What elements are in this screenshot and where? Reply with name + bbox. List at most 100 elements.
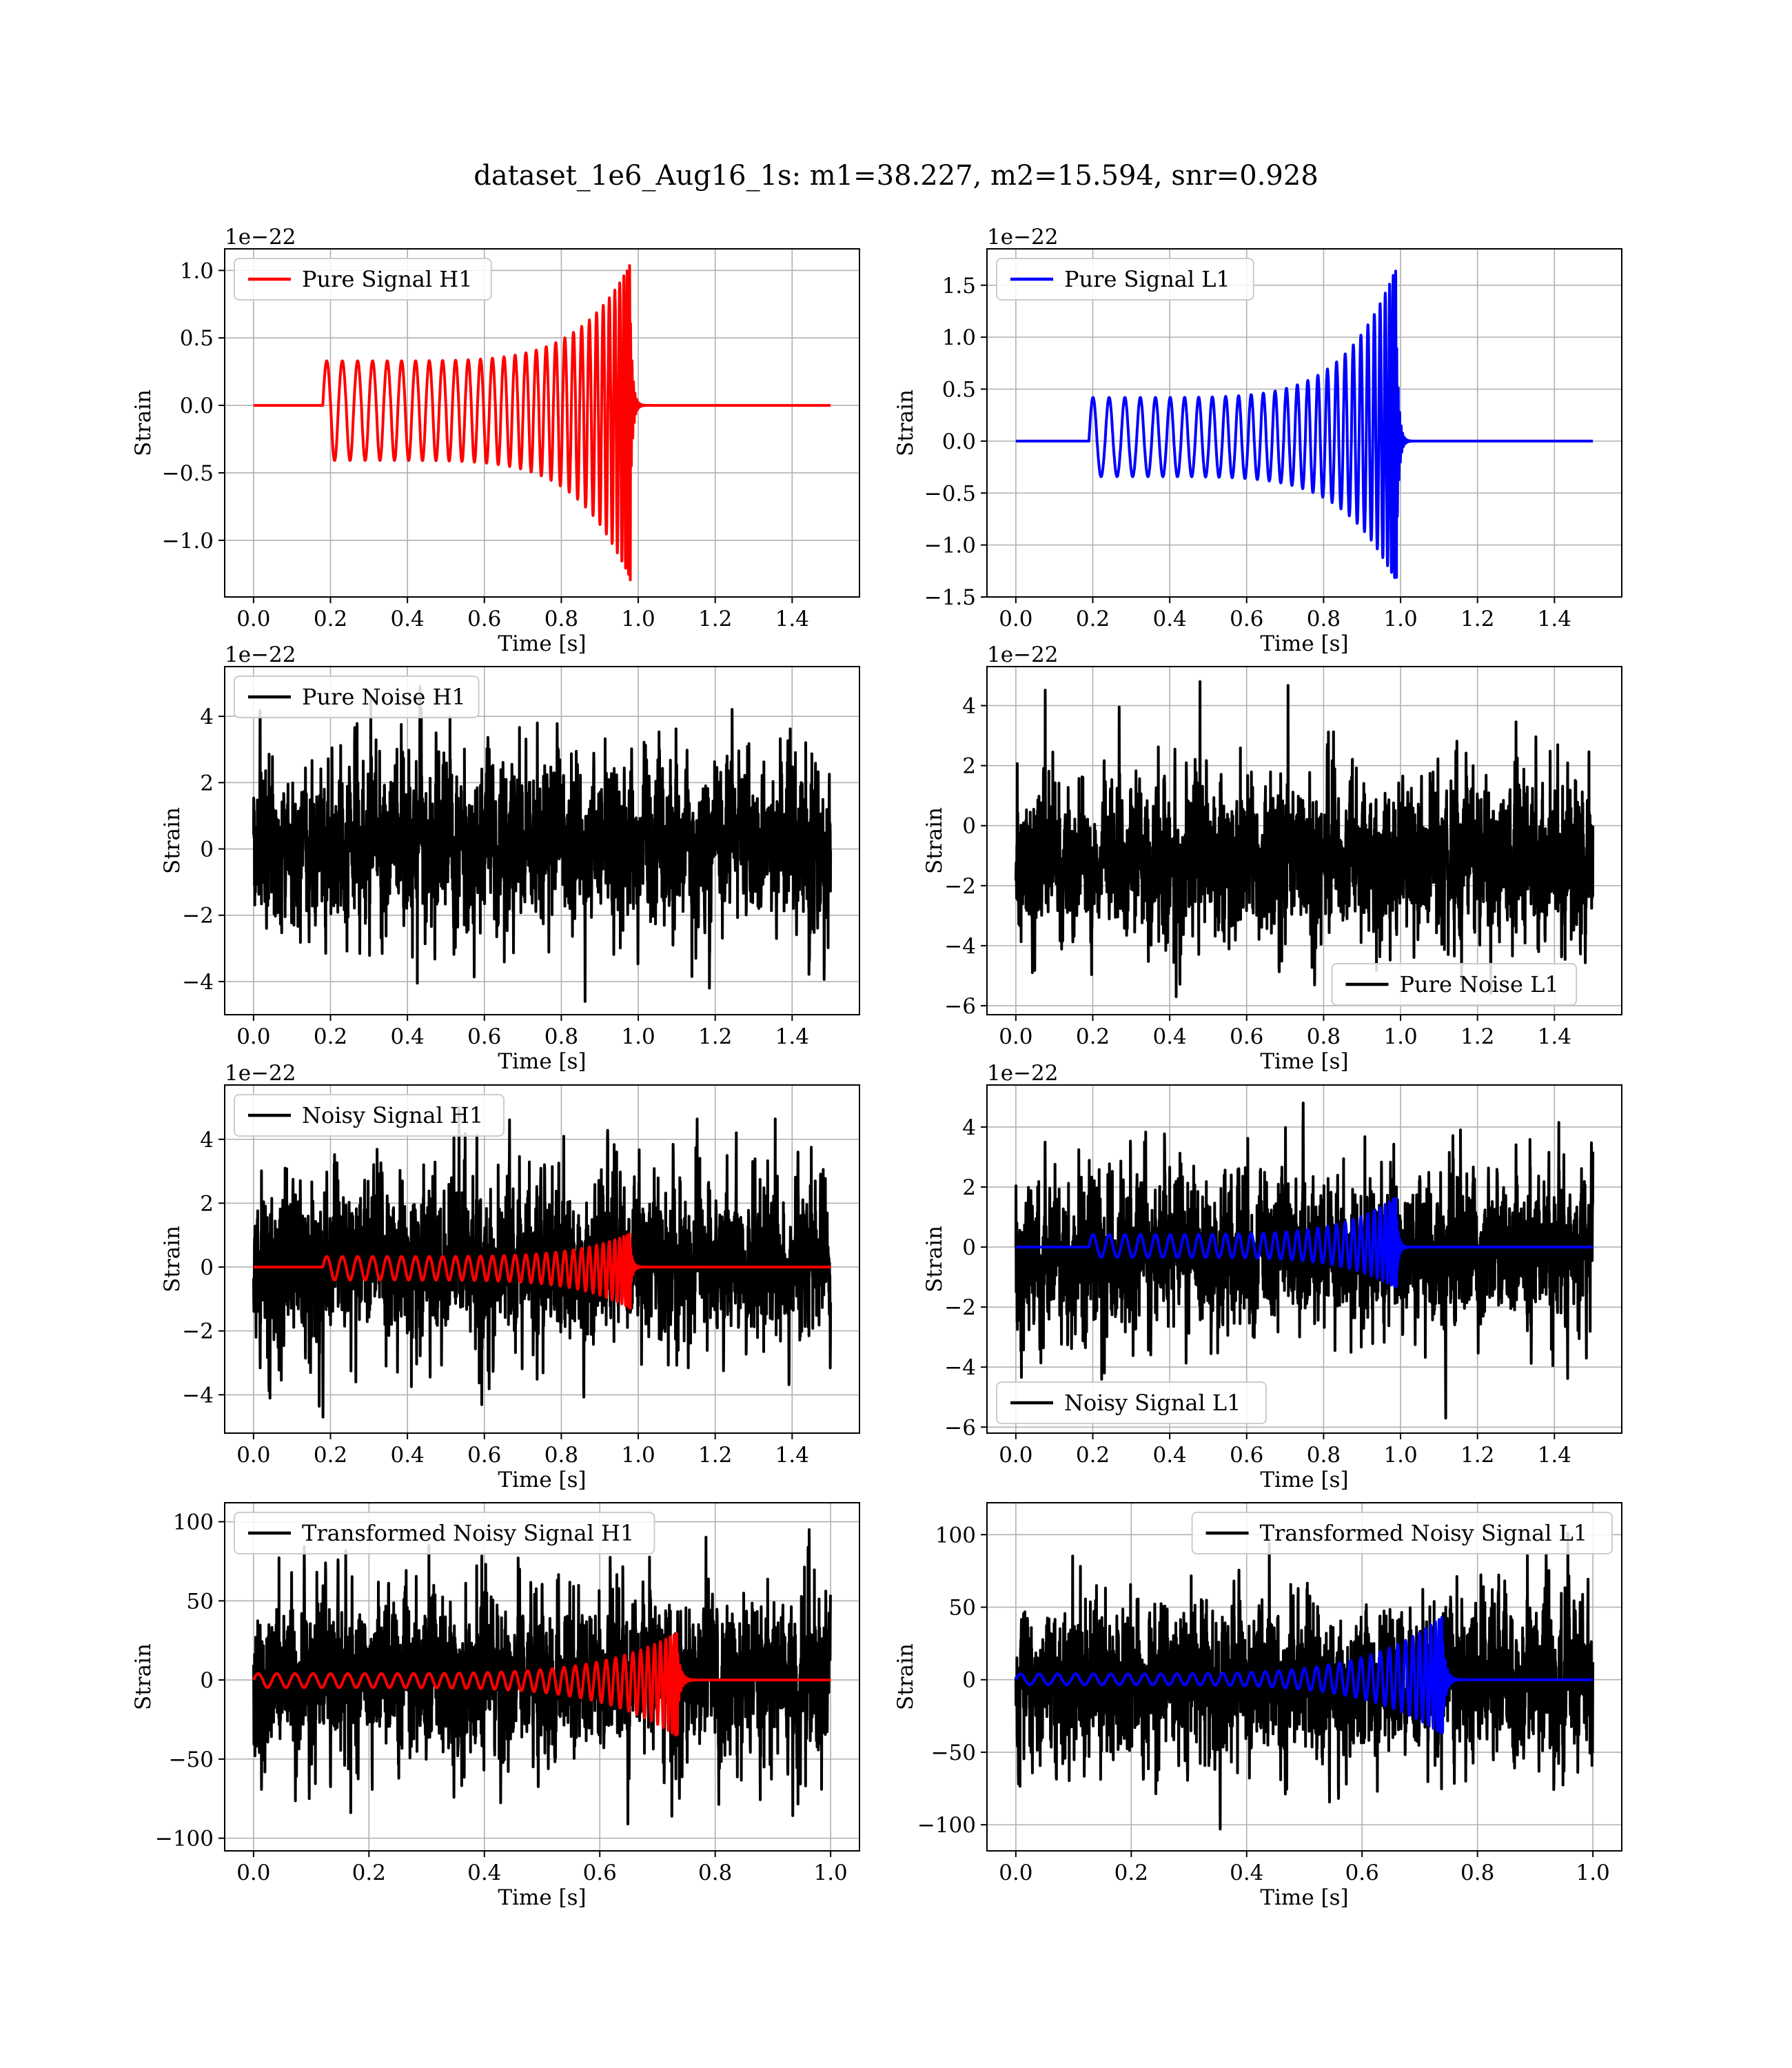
series-line-pure-signal-h1 — [252, 264, 832, 582]
x-tick-label: 0.2 — [1076, 1024, 1110, 1049]
axis-offset-label: 1e−22 — [987, 642, 1059, 667]
y-tick-label: −0.5 — [924, 481, 976, 506]
legend-label: Pure Noise L1 — [1400, 971, 1559, 997]
series-group — [252, 1528, 833, 1825]
series-line-pure-signal-l1 — [1015, 270, 1594, 579]
y-tick-label: −4 — [182, 1383, 214, 1408]
axes-frame — [224, 248, 860, 598]
x-tick-label: 0.8 — [698, 1861, 732, 1885]
x-tick-label: 1.0 — [621, 1024, 655, 1049]
y-tick-label: 2 — [962, 754, 976, 779]
y-tick-label: 0 — [200, 1668, 214, 1693]
x-tick-label: 0.4 — [390, 1024, 424, 1049]
x-tick-label: 0.2 — [314, 1024, 347, 1049]
axes-frame — [986, 666, 1622, 1015]
y-tick-label: 1.0 — [180, 258, 214, 283]
x-tick-label: 0.0 — [236, 1861, 270, 1885]
y-tick-label: 0.0 — [942, 429, 976, 454]
x-axis-label: Time [s] — [1260, 1468, 1348, 1492]
y-axis-label: Strain — [160, 807, 185, 874]
series-group — [1015, 270, 1594, 579]
x-tick-label: 0.0 — [999, 1861, 1032, 1885]
legend-box — [1191, 1512, 1613, 1554]
y-axis-label: Strain — [922, 807, 947, 874]
x-tick-label: 0.6 — [1345, 1861, 1379, 1885]
y-tick-label: 0 — [962, 814, 976, 839]
y-tick-label: −1.5 — [924, 585, 976, 610]
subplot-noisy-signal-h1: 0.0 0.2 0.4 0.6 0.8 1.0 1.2 1.4 −4 −2 0 2 4 Time [s] S… — [160, 1061, 860, 1492]
legend-label: Transformed Noisy Signal L1 — [1260, 1520, 1588, 1546]
x-tick-label: 1.2 — [698, 607, 732, 631]
y-tick-label: −100 — [917, 1813, 976, 1838]
y-tick-label: −0.5 — [162, 461, 214, 486]
x-tick-label: 0.0 — [999, 1024, 1032, 1049]
y-tick-label: 4 — [200, 704, 214, 729]
y-tick-label: 2 — [200, 771, 214, 795]
y-axis: −6 −4 −2 0 2 4 — [944, 694, 987, 1019]
legend-box — [1331, 963, 1578, 1006]
y-tick-label: 1.5 — [942, 274, 976, 298]
y-axis-label: Strain — [893, 389, 918, 456]
legend-box — [996, 258, 1254, 301]
axes-frame — [986, 1084, 1622, 1434]
legend-label: Transformed Noisy Signal H1 — [302, 1520, 634, 1546]
subplot-pure-signal-l1: 0.0 0.2 0.4 0.6 0.8 1.0 1.2 1.4−1.5−1.0−0.50.00… — [893, 225, 1622, 656]
x-tick-label: 1.2 — [698, 1443, 732, 1468]
legend: Transformed Noisy Signal L1 — [1191, 1512, 1613, 1554]
x-axis: 0.0 0.2 0.4 0.6 0.8 1.0 1.2 1.4 — [999, 1015, 1571, 1049]
axes-frame — [224, 1084, 860, 1434]
x-tick-label: 0.2 — [1076, 1443, 1110, 1468]
x-tick-label: 1.0 — [621, 1443, 655, 1468]
x-tick-label: 0.2 — [1076, 607, 1110, 631]
legend: Noisy Signal H1 — [234, 1094, 505, 1137]
series-line-transformed-noisy-signal-h1 — [252, 1528, 833, 1825]
x-tick-label: 0.2 — [314, 1443, 347, 1468]
y-tick-label: 2 — [200, 1191, 214, 1216]
y-tick-label: −2 — [944, 874, 976, 899]
x-axis-label: Time [s] — [498, 1049, 586, 1074]
x-axis: 0.0 0.2 0.4 0.6 0.8 1.0 1.2 1.4 — [999, 1433, 1571, 1468]
x-tick-label: 1.4 — [775, 1443, 809, 1468]
x-tick-label: 0.0 — [236, 1024, 270, 1049]
x-axis-label: Time [s] — [498, 1468, 586, 1492]
x-tick-label: 0.6 — [1230, 607, 1263, 631]
axes-frame — [986, 248, 1622, 598]
x-tick-label: 0.6 — [467, 1443, 501, 1468]
x-tick-label: 0.6 — [467, 607, 501, 631]
subplot-pure-noise-h1: 0.0 0.2 0.4 0.6 0.8 1.0 1.2 1.4 −4 −2 0 2 4 Time [s] S… — [160, 642, 860, 1074]
y-tick-label: −4 — [944, 1355, 976, 1380]
figure-title: dataset_1e6_Aug16_1s: m1=38.227, m2=15.5… — [474, 160, 1318, 192]
x-tick-label: 0.4 — [1230, 1861, 1263, 1885]
y-tick-label: −50 — [169, 1747, 214, 1772]
y-tick-label: 4 — [200, 1128, 214, 1153]
legend-box — [234, 258, 492, 301]
subplot-pure-noise-l1: 0.0 0.2 0.4 0.6 0.8 1.0 1.2 1.4 −6 −4 −2 0 2 4 Time [s… — [922, 642, 1622, 1074]
y-axis-label: Strain — [160, 1226, 185, 1292]
axis-offset-label: 1e−22 — [225, 1061, 296, 1086]
axes-frame — [224, 666, 860, 1015]
y-tick-label: 2 — [962, 1175, 976, 1200]
x-tick-label: 0.6 — [1230, 1443, 1263, 1468]
subplot-transformed-noisy-signal-l1: 0.0 0.2 0.4 0.6 0.8 1.0 −100 −50 0 50 100 Time [s] S… — [893, 1502, 1622, 1910]
legend: Pure Signal H1 — [234, 258, 492, 301]
y-tick-label: −50 — [931, 1741, 976, 1765]
x-tick-label: 0.8 — [544, 1024, 578, 1049]
y-tick-label: −2 — [944, 1295, 976, 1320]
y-tick-label: −2 — [182, 904, 214, 929]
y-axis: −1.0 −0.5 0.0 0.5 1.0 — [162, 258, 225, 554]
x-tick-label: 1.4 — [775, 1024, 809, 1049]
axes-frame — [986, 1502, 1622, 1852]
series-line-pure-noise-h1 — [252, 685, 833, 1003]
y-axis-label: Strain — [922, 1226, 947, 1292]
x-tick-label: 1.2 — [1460, 1024, 1494, 1049]
x-tick-label: 0.4 — [1152, 1443, 1186, 1468]
x-tick-label: 0.8 — [544, 607, 578, 631]
y-tick-label: −4 — [944, 934, 976, 959]
y-tick-label: 4 — [962, 1115, 976, 1140]
x-axis: 0.0 0.2 0.4 0.6 0.8 1.0 1.2 1.4 — [236, 1433, 809, 1468]
y-tick-label: 0.0 — [180, 394, 214, 418]
legend: Pure Signal L1 — [996, 258, 1254, 301]
y-tick-label: 0 — [200, 1255, 214, 1280]
y-tick-label: −6 — [944, 1415, 976, 1440]
subplot-grid: 0.0 0.2 0.4 0.6 0.8 1.0 1.2 1.4 −1.0 −0.5 0.0 0.5 1.… — [131, 225, 1622, 1910]
